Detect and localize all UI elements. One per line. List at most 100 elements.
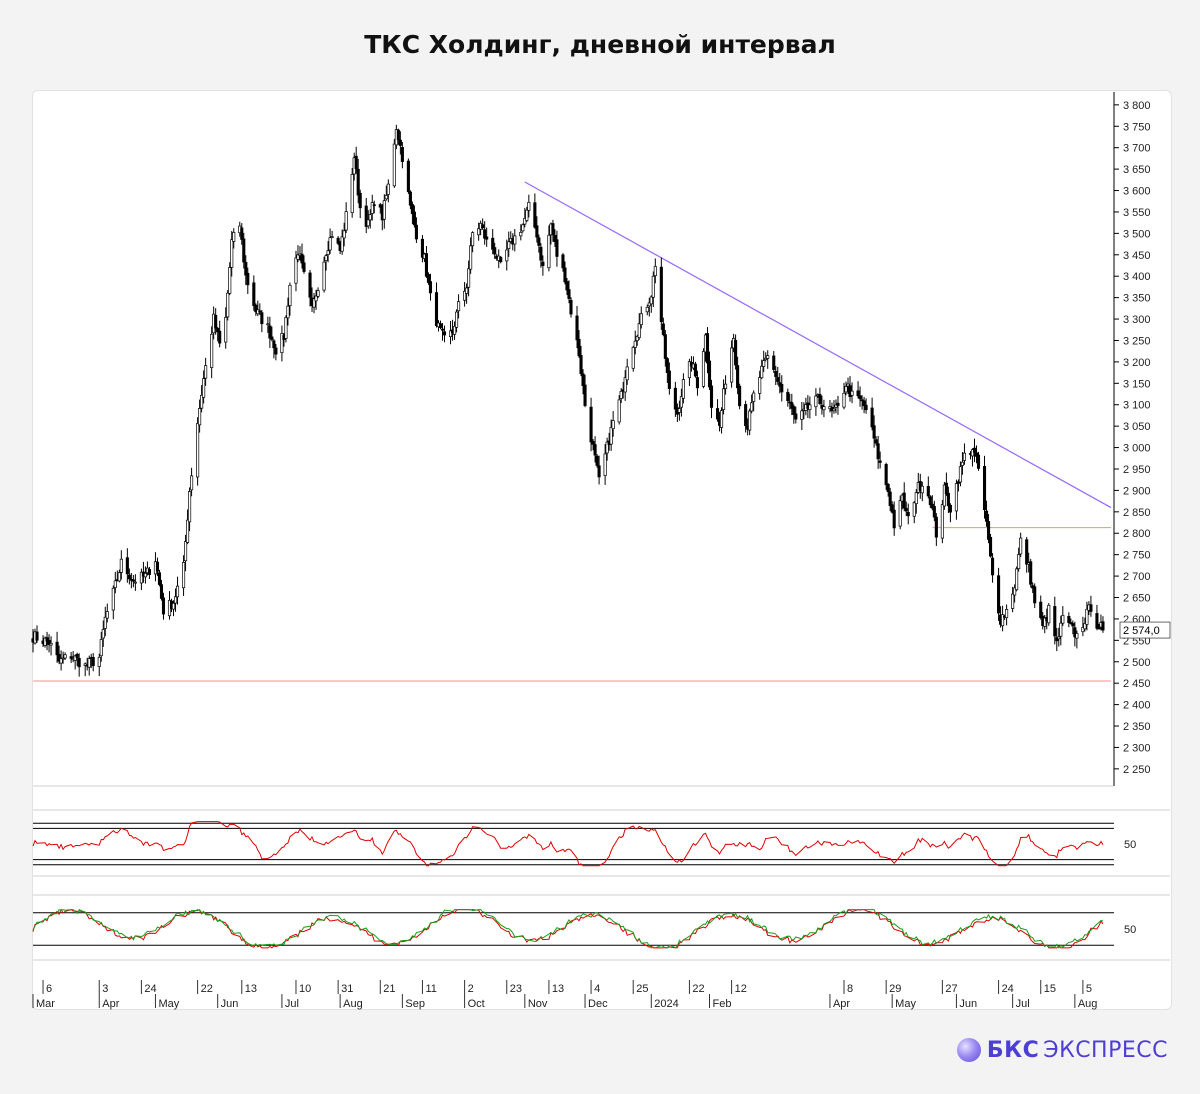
candle-body (218, 330, 222, 344)
candle-body (970, 449, 975, 457)
candle-body (750, 402, 754, 412)
candle-body (661, 323, 665, 335)
candle-body (1081, 627, 1085, 633)
candle-body (463, 291, 467, 301)
day-label: 10 (299, 983, 311, 995)
candle-body (633, 340, 637, 348)
candle-body (1019, 537, 1023, 555)
candle-body (485, 236, 489, 240)
candle-body (659, 266, 663, 323)
candle-body (752, 392, 756, 402)
candle-body (216, 328, 220, 333)
price-axis-label: 2 800 (1123, 528, 1151, 540)
candle-body (569, 299, 573, 315)
candle-body (611, 420, 615, 430)
candle-body (424, 253, 429, 277)
day-label: 25 (636, 983, 648, 995)
candle-body (386, 183, 390, 195)
candle-body (860, 399, 864, 402)
candle-body (1011, 593, 1015, 609)
candle-body (884, 464, 888, 486)
candle-body (188, 491, 192, 523)
candle-body (186, 519, 190, 543)
candle-body (693, 363, 698, 377)
candle-body (258, 310, 262, 313)
candle-body (786, 391, 790, 402)
candle-body (744, 404, 748, 427)
brand-strong: БКС (986, 1037, 1040, 1063)
candle-body (274, 347, 278, 355)
candle-body (842, 392, 846, 408)
candle-body (406, 160, 410, 192)
candle-body (481, 224, 485, 229)
candle-body (1061, 615, 1065, 624)
candle-body (677, 408, 681, 413)
candle-body (577, 338, 581, 357)
candle-body (296, 254, 300, 260)
day-label: 21 (383, 983, 395, 995)
oscillator-2-label: 50 (1124, 924, 1136, 936)
candle-body (400, 147, 404, 162)
candle-body (679, 396, 683, 408)
candle-body (974, 452, 979, 457)
candle-body (591, 441, 595, 445)
candle-body (792, 406, 796, 415)
candle-body (1055, 637, 1059, 642)
candle-body (368, 214, 372, 221)
day-label: 5 (1086, 983, 1092, 995)
candle-body (780, 383, 784, 393)
candle-body (870, 407, 874, 428)
candle-body (47, 639, 51, 645)
candle-body (49, 642, 53, 646)
candle-body (681, 379, 685, 399)
candle-body (398, 139, 402, 146)
candle-body (760, 365, 764, 379)
day-label: 27 (945, 983, 957, 995)
candle-body (902, 492, 906, 509)
month-label: May (158, 998, 179, 1010)
chart-title: ТКС Холдинг, дневной интервал (364, 30, 836, 59)
candle-body (1075, 633, 1079, 639)
day-label: 13 (245, 983, 257, 995)
candle-body (976, 454, 981, 469)
candle-body (593, 444, 597, 456)
candle-body (196, 423, 200, 478)
price-axis-label: 3 750 (1123, 121, 1151, 133)
candle-body (948, 504, 952, 513)
candle-body (822, 406, 826, 411)
candle-body (766, 355, 770, 359)
candle-body (182, 562, 186, 589)
candle-body (1085, 608, 1089, 625)
trend-line (524, 181, 1112, 509)
price-axis-label: 3 650 (1123, 164, 1151, 176)
candle-body (240, 227, 244, 240)
candle-body (286, 305, 290, 319)
candle-body (1069, 622, 1073, 624)
candle-body (874, 439, 878, 444)
candle-body (581, 373, 585, 387)
candle-body (202, 378, 206, 398)
candle-body (872, 425, 876, 439)
candle-body (45, 637, 49, 642)
candle-body (912, 502, 916, 517)
candle-body (772, 355, 776, 370)
day-label: 24 (1002, 983, 1014, 995)
candle-body (956, 481, 960, 484)
candle-body (942, 484, 946, 507)
candle-body (844, 386, 848, 393)
candle-body (326, 250, 330, 255)
candle-body (944, 482, 948, 495)
candle-body (864, 404, 868, 411)
month-label: Jun (221, 998, 239, 1010)
candle-body (533, 202, 537, 228)
candle-body (808, 404, 812, 410)
candle-body (794, 413, 798, 420)
candle-body (465, 287, 469, 294)
candle-body (455, 311, 459, 328)
candle-body (876, 443, 880, 460)
candle-body (350, 174, 354, 213)
candle-body (1053, 606, 1057, 637)
candle-body (342, 230, 346, 239)
candle-body (246, 272, 250, 286)
candle-body (888, 491, 892, 506)
